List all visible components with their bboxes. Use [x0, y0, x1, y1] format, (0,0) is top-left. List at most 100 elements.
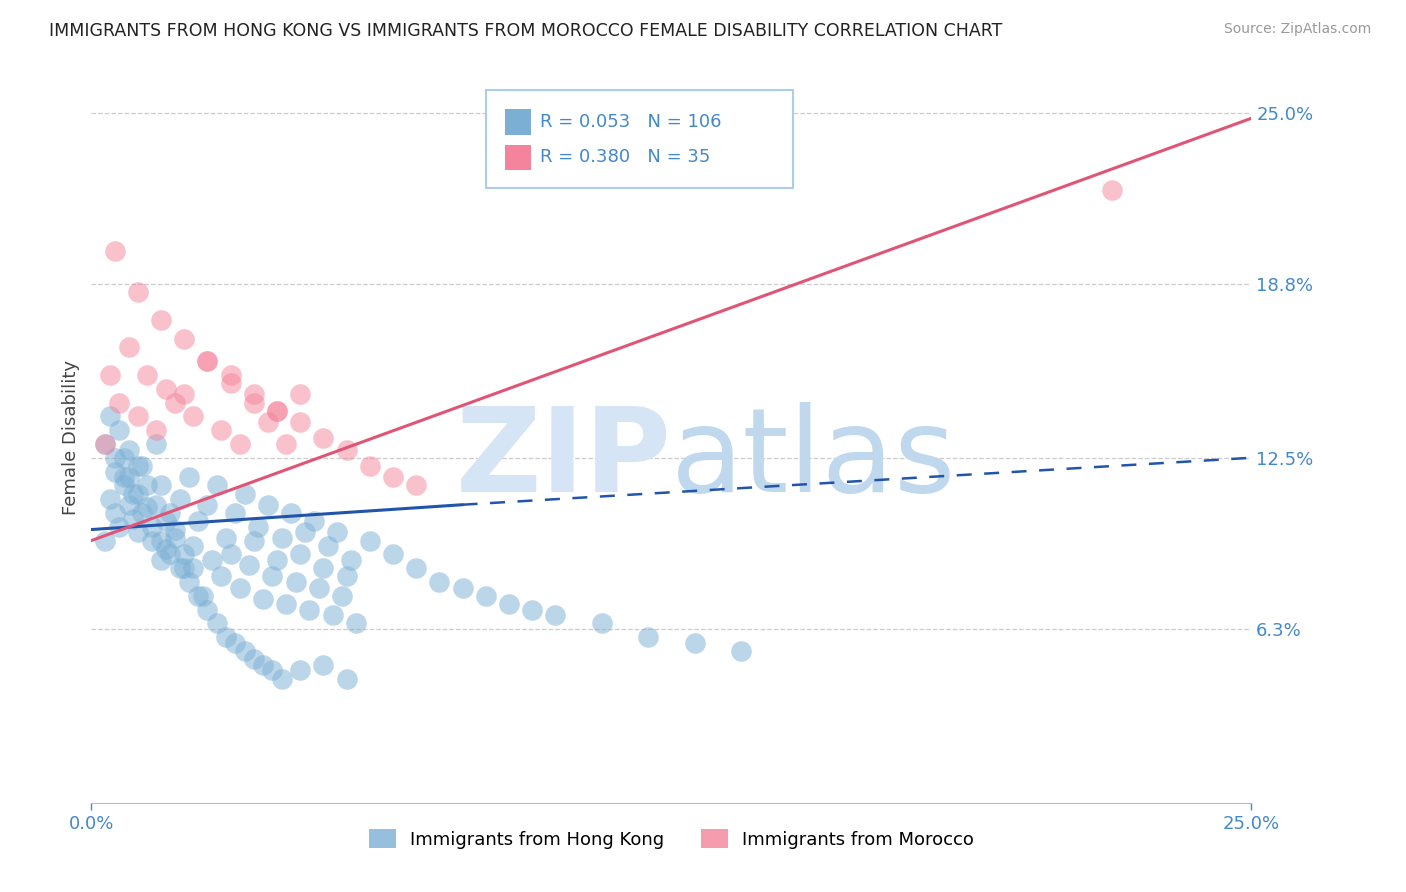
- Point: [149, 533, 172, 548]
- Point: [177, 574, 200, 589]
- Point: [276, 437, 298, 451]
- Point: [183, 539, 205, 553]
- Point: [205, 478, 228, 492]
- Point: [520, 602, 543, 616]
- Point: [219, 368, 242, 382]
- Legend: Immigrants from Hong Kong, Immigrants from Morocco: Immigrants from Hong Kong, Immigrants fr…: [361, 822, 981, 856]
- Point: [169, 492, 191, 507]
- Point: [229, 437, 252, 451]
- Point: [149, 478, 172, 492]
- Point: [262, 663, 284, 677]
- Point: [233, 644, 256, 658]
- Point: [136, 478, 159, 492]
- Point: [591, 616, 613, 631]
- Point: [195, 354, 219, 368]
- Point: [127, 285, 149, 300]
- Point: [141, 533, 163, 548]
- Point: [298, 602, 321, 616]
- Point: [108, 395, 131, 409]
- Point: [280, 506, 302, 520]
- Text: R = 0.053   N = 106: R = 0.053 N = 106: [540, 113, 721, 131]
- Point: [205, 616, 228, 631]
- Point: [215, 531, 238, 545]
- Point: [163, 395, 186, 409]
- FancyBboxPatch shape: [486, 90, 793, 188]
- Point: [195, 354, 219, 368]
- Point: [187, 589, 209, 603]
- Point: [136, 500, 159, 515]
- Point: [474, 589, 498, 603]
- Point: [224, 636, 246, 650]
- Point: [359, 458, 381, 473]
- Point: [229, 581, 252, 595]
- Point: [294, 525, 316, 540]
- Point: [381, 548, 405, 562]
- Point: [219, 548, 242, 562]
- Point: [266, 553, 288, 567]
- Point: [335, 569, 357, 583]
- Point: [381, 470, 405, 484]
- Point: [94, 437, 117, 451]
- Point: [252, 657, 274, 672]
- Point: [187, 514, 209, 528]
- Point: [141, 520, 163, 534]
- Point: [127, 486, 149, 500]
- Point: [270, 672, 292, 686]
- Point: [195, 498, 219, 512]
- Point: [209, 569, 232, 583]
- Point: [544, 608, 567, 623]
- Point: [302, 514, 325, 528]
- Point: [177, 470, 200, 484]
- Point: [131, 458, 153, 473]
- Point: [94, 437, 117, 451]
- Point: [284, 574, 307, 589]
- Point: [290, 387, 312, 401]
- Point: [108, 423, 131, 437]
- Point: [498, 597, 520, 611]
- Point: [290, 663, 312, 677]
- Point: [256, 498, 278, 512]
- Point: [98, 492, 121, 507]
- Point: [117, 498, 139, 512]
- Point: [427, 574, 450, 589]
- Point: [195, 602, 219, 616]
- Point: [149, 312, 172, 326]
- Point: [276, 597, 298, 611]
- Point: [405, 561, 427, 575]
- Point: [243, 652, 266, 666]
- Point: [117, 442, 139, 457]
- Point: [219, 376, 242, 391]
- Point: [169, 561, 191, 575]
- Point: [163, 523, 186, 537]
- Point: [316, 539, 339, 553]
- Point: [238, 558, 260, 573]
- Point: [209, 423, 232, 437]
- Point: [104, 506, 127, 520]
- Point: [215, 630, 238, 644]
- Point: [145, 437, 167, 451]
- Point: [312, 657, 335, 672]
- Point: [173, 387, 195, 401]
- Point: [256, 415, 278, 429]
- Point: [127, 525, 149, 540]
- Point: [149, 553, 172, 567]
- Point: [1101, 183, 1123, 197]
- Point: [112, 450, 135, 465]
- Point: [270, 531, 292, 545]
- Point: [117, 470, 139, 484]
- Point: [159, 548, 181, 562]
- Point: [359, 533, 381, 548]
- Point: [136, 368, 159, 382]
- Point: [233, 486, 256, 500]
- Point: [243, 395, 266, 409]
- Text: R = 0.380   N = 35: R = 0.380 N = 35: [540, 148, 710, 166]
- Point: [730, 644, 752, 658]
- Point: [322, 608, 344, 623]
- Y-axis label: Female Disability: Female Disability: [62, 359, 80, 515]
- Point: [335, 672, 357, 686]
- Point: [127, 458, 149, 473]
- Point: [340, 553, 363, 567]
- Point: [308, 581, 330, 595]
- Point: [266, 404, 288, 418]
- Point: [252, 591, 274, 606]
